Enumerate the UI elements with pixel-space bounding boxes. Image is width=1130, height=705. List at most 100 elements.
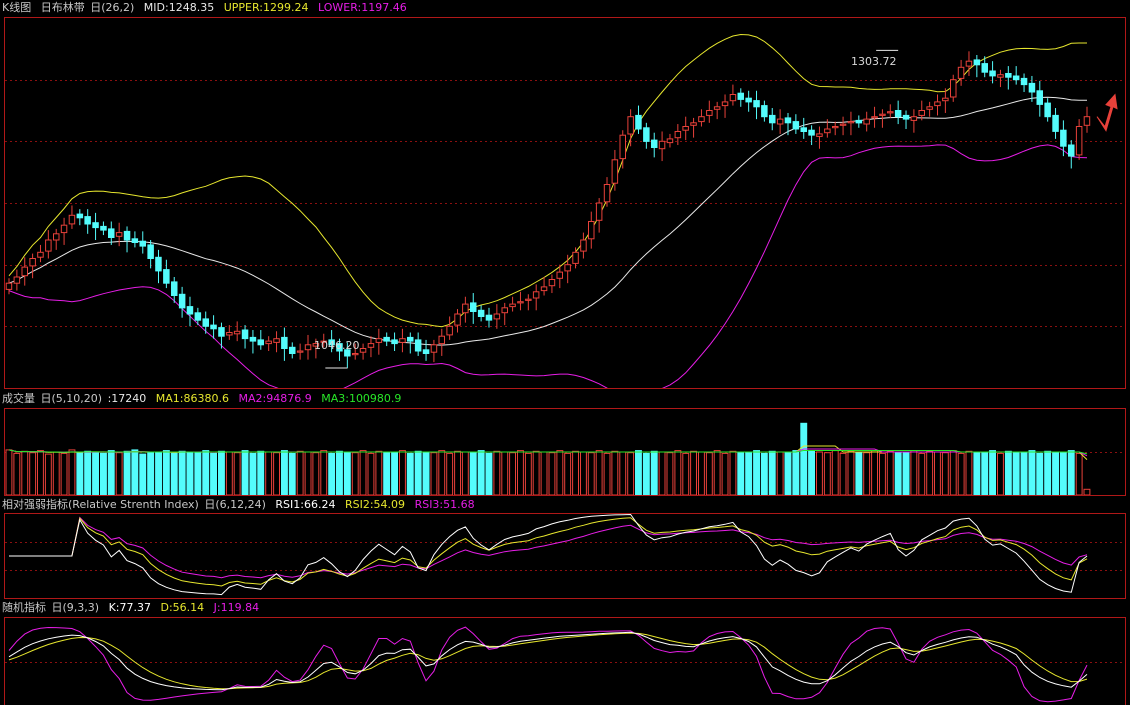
volume-bar <box>1028 450 1036 495</box>
candle-body <box>682 126 689 131</box>
candle-body <box>163 269 170 284</box>
candle-body <box>698 116 705 123</box>
volume-bar <box>902 452 910 495</box>
volume-bar <box>37 450 44 495</box>
volume-bar <box>225 451 233 495</box>
candle-body <box>658 140 666 150</box>
candle-body <box>792 121 800 130</box>
candle-body <box>832 126 839 129</box>
volume-panel[interactable] <box>4 408 1126 496</box>
candle-body <box>84 216 91 225</box>
volume-bar <box>524 452 532 495</box>
volume-bar <box>894 451 902 495</box>
candle-body <box>171 281 178 296</box>
volume-ma1: MA1:86380.6 <box>155 392 229 405</box>
volume-bar <box>690 450 697 495</box>
candle-body <box>438 335 445 345</box>
rsi2-value: RSI2:54.09 <box>344 498 406 511</box>
candle-body <box>729 94 737 102</box>
kline-panel[interactable] <box>4 17 1126 389</box>
volume-bar <box>446 452 454 495</box>
candle-body <box>997 74 1004 78</box>
candle-body <box>808 129 815 136</box>
volume-bar <box>517 450 524 495</box>
volume-bar <box>438 450 446 495</box>
candle-body <box>824 128 831 134</box>
high-annotation: 1303.72 <box>851 55 897 68</box>
candle-body <box>131 238 139 244</box>
candle-body <box>485 314 493 321</box>
candle-body <box>493 313 501 320</box>
rsi-panel[interactable] <box>4 513 1126 599</box>
candle-body <box>178 293 186 309</box>
candle-body <box>108 228 115 238</box>
volume-bar <box>863 452 871 495</box>
candle-body <box>989 70 996 77</box>
volume-bar <box>650 450 658 495</box>
volume-bar <box>540 451 548 495</box>
volume-bar <box>981 452 989 495</box>
volume-bar <box>871 450 878 495</box>
candle-body <box>517 301 524 304</box>
kline-chart <box>5 33 1125 388</box>
main-header: K线图 日布林带 日(26,2) MID:1248.35 UPPER:1299.… <box>2 1 413 15</box>
volume-bar <box>949 450 957 495</box>
volume-bar <box>989 450 996 495</box>
kdj-panel[interactable] <box>4 617 1126 705</box>
volume-bar <box>312 452 320 495</box>
volume-bar <box>1083 488 1091 495</box>
candle-body <box>249 336 257 342</box>
volume-bar <box>548 452 556 495</box>
volume-bar <box>587 452 595 495</box>
volume-bar <box>509 452 517 495</box>
volume-bar <box>107 450 115 495</box>
candle-body <box>147 244 154 259</box>
volume-bar <box>784 452 792 495</box>
upper-band-line <box>8 33 1087 328</box>
volume-ma3-line <box>8 449 1088 455</box>
candle-body <box>1068 144 1075 157</box>
volume-bar <box>839 452 847 495</box>
volume-bar <box>391 452 399 495</box>
volume-bar <box>941 452 949 495</box>
volume-bar <box>257 450 265 495</box>
candle-body <box>407 336 414 342</box>
candle-body <box>454 313 461 326</box>
candle-body <box>918 110 925 116</box>
volume-bar <box>713 450 721 495</box>
mid-value: MID:1248.35 <box>143 1 215 14</box>
volume-bar <box>666 452 674 495</box>
candle-body <box>210 324 217 330</box>
candle-body <box>879 113 886 116</box>
volume-bar <box>1020 452 1028 495</box>
volume-bar <box>13 452 21 495</box>
volume-bar <box>147 451 155 495</box>
candle-body <box>194 312 202 321</box>
candle-body <box>1075 126 1083 156</box>
volume-bar <box>729 450 737 495</box>
candle-body <box>572 251 579 264</box>
candle-body <box>847 121 855 124</box>
volume-bar <box>682 452 690 495</box>
candle-body <box>1005 73 1012 78</box>
candle-body <box>336 343 343 352</box>
volume-bar <box>233 452 241 495</box>
candle-body <box>910 116 918 121</box>
volume-bar <box>721 452 729 495</box>
candle-body <box>186 306 194 315</box>
volume-bar <box>1059 452 1067 495</box>
j-value: J:119.84 <box>213 601 260 614</box>
candle-body <box>863 118 870 125</box>
candle-body <box>375 338 383 343</box>
candle-body <box>800 127 807 133</box>
volume-bar <box>493 450 501 495</box>
candle-body <box>320 340 327 343</box>
volume-params: 日(5,10,20) <box>40 392 103 405</box>
volume-name: 成交量 <box>2 392 35 405</box>
volume-bar <box>1004 450 1012 495</box>
candle-body <box>769 114 776 124</box>
candle-body <box>383 336 390 342</box>
candle-body <box>635 114 642 130</box>
volume-bar <box>501 451 509 495</box>
lower-value: LOWER:1197.46 <box>317 1 407 14</box>
